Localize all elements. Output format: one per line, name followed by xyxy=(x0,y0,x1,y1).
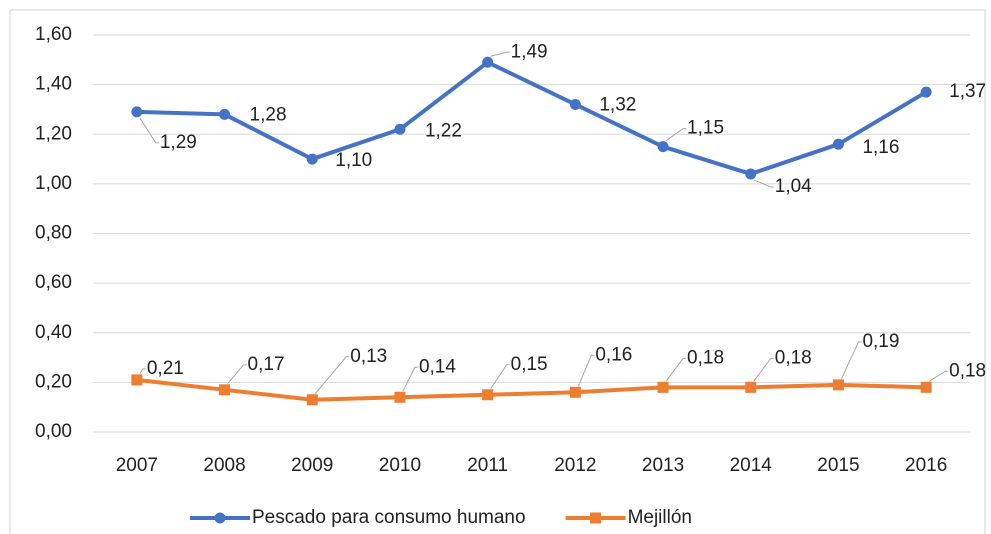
leader-line xyxy=(928,370,949,382)
x-tick-label: 2013 xyxy=(642,455,684,476)
x-tick-label: 2011 xyxy=(467,455,508,476)
x-tick-label: 2009 xyxy=(291,455,333,476)
data-label: 0,18 xyxy=(949,360,986,381)
leader-line xyxy=(665,357,687,382)
marker xyxy=(131,106,143,118)
x-tick-label: 2014 xyxy=(730,455,773,476)
data-label: 0,18 xyxy=(687,347,724,368)
y-tick-label: 1,00 xyxy=(35,173,72,194)
marker xyxy=(832,379,844,391)
chart-frame xyxy=(9,9,986,534)
legend-marker xyxy=(214,512,226,524)
marker xyxy=(657,381,669,393)
data-label: 1,28 xyxy=(250,104,287,125)
marker xyxy=(219,384,231,396)
marker xyxy=(745,381,757,393)
data-label: 1,04 xyxy=(775,176,812,197)
data-label: 0,21 xyxy=(147,358,184,379)
legend-label: Mejillón xyxy=(628,507,692,528)
marker xyxy=(482,56,494,68)
x-tick-label: 2007 xyxy=(116,455,158,476)
marker xyxy=(569,98,581,110)
leader-line xyxy=(840,341,862,380)
y-tick-label: 0,40 xyxy=(35,322,72,343)
marker xyxy=(306,394,318,406)
marker xyxy=(219,108,231,120)
y-tick-label: 0,60 xyxy=(35,272,72,293)
marker xyxy=(306,153,318,165)
leader-line xyxy=(753,357,774,382)
marker xyxy=(394,391,406,403)
x-tick-label: 2012 xyxy=(554,455,596,476)
data-label: 1,37 xyxy=(949,81,986,102)
marker xyxy=(745,168,757,180)
data-label: 1,29 xyxy=(160,132,197,153)
x-tick-label: 2015 xyxy=(817,455,859,476)
data-label: 0,13 xyxy=(350,346,387,367)
leader-line xyxy=(314,356,350,395)
marker xyxy=(832,138,844,150)
marker xyxy=(657,141,669,153)
x-tick-label: 2016 xyxy=(905,455,947,476)
leader-line xyxy=(490,364,510,390)
leader-line xyxy=(139,368,146,375)
data-label: 1,32 xyxy=(599,94,636,115)
marker xyxy=(569,386,581,398)
leader-line xyxy=(490,51,510,57)
marker xyxy=(920,86,932,98)
data-label: 1,49 xyxy=(511,41,548,62)
leader-line xyxy=(139,117,159,144)
leader-line xyxy=(753,179,774,188)
series-line xyxy=(136,60,928,176)
data-label: 1,10 xyxy=(335,150,372,171)
series-line xyxy=(136,377,927,402)
y-tick-label: 1,20 xyxy=(35,123,72,144)
x-tick-label: 2008 xyxy=(203,455,245,476)
data-label: 0,19 xyxy=(862,331,899,352)
leader-line xyxy=(665,128,687,142)
y-tick-label: 0,80 xyxy=(35,223,72,244)
leader-line xyxy=(402,366,418,392)
data-label: 0,15 xyxy=(511,354,548,375)
data-label: 0,16 xyxy=(595,344,632,365)
y-tick-label: 1,40 xyxy=(35,74,72,95)
data-label: 0,17 xyxy=(248,354,285,375)
data-label: 0,18 xyxy=(775,347,812,368)
marker xyxy=(920,381,932,393)
y-tick-label: 0,20 xyxy=(35,371,72,392)
leader-line xyxy=(227,364,247,385)
y-tick-label: 1,60 xyxy=(35,24,72,45)
marker xyxy=(131,374,143,386)
x-tick-label: 2010 xyxy=(379,455,421,476)
data-label: 1,15 xyxy=(687,118,724,139)
data-label: 0,14 xyxy=(419,356,456,377)
leader-line xyxy=(577,354,595,387)
legend-label: Pescado para consumo humano xyxy=(252,507,526,528)
marker xyxy=(482,389,494,401)
legend-marker xyxy=(590,512,602,524)
data-label: 1,22 xyxy=(425,120,462,141)
data-label: 1,16 xyxy=(862,137,899,158)
marker xyxy=(394,123,406,135)
y-tick-label: 0,00 xyxy=(35,421,72,442)
